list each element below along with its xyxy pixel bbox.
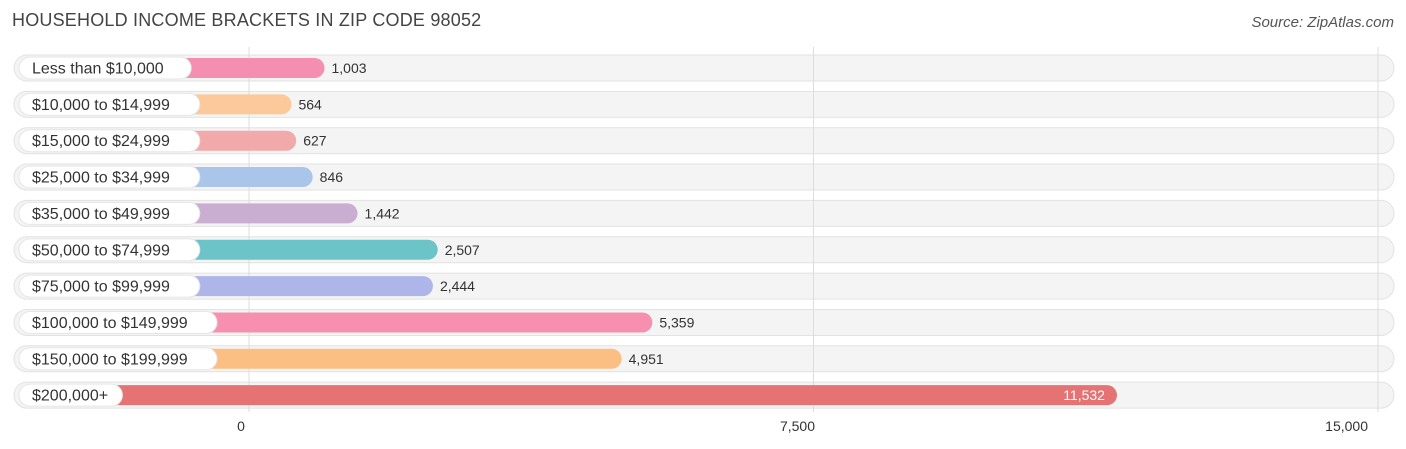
category-pill <box>18 238 201 262</box>
row-track <box>13 163 1395 191</box>
value-label: 627 <box>303 133 327 149</box>
chart-title: HOUSEHOLD INCOME BRACKETS IN ZIP CODE 98… <box>12 10 482 30</box>
category-pill <box>18 310 218 334</box>
category-pill <box>18 92 201 116</box>
category-label: $50,000 to $74,999 <box>32 242 170 259</box>
category-label: $15,000 to $24,999 <box>32 133 170 150</box>
category-label: $200,000+ <box>32 388 108 405</box>
category-label: $10,000 to $14,999 <box>32 97 170 114</box>
value-label: 4,951 <box>629 351 664 367</box>
bar <box>22 385 1117 406</box>
value-label: 1,003 <box>331 60 366 76</box>
category-label: $100,000 to $149,999 <box>32 315 188 332</box>
category-pill <box>18 165 201 189</box>
value-label: 1,442 <box>365 205 400 221</box>
category-pill <box>18 347 218 371</box>
category-pill <box>18 56 192 80</box>
row-track <box>13 54 1395 82</box>
category-pill <box>18 129 201 153</box>
category-label: $35,000 to $49,999 <box>32 206 170 223</box>
value-label: 564 <box>298 96 322 112</box>
value-label: 11,532 <box>1063 387 1105 403</box>
category-label: $25,000 to $34,999 <box>32 170 170 187</box>
row-track <box>13 90 1395 118</box>
category-label: $150,000 to $199,999 <box>32 351 188 368</box>
value-label: 2,507 <box>445 242 480 258</box>
x-tick-label: 7,500 <box>780 418 815 434</box>
category-label: Less than $10,000 <box>32 61 164 78</box>
row-track <box>13 199 1395 227</box>
row-track <box>13 127 1395 155</box>
x-tick-label: 0 <box>237 418 245 434</box>
value-label: 846 <box>320 169 344 185</box>
value-label: 2,444 <box>440 278 475 294</box>
category-pill <box>18 201 201 225</box>
value-label: 5,359 <box>659 314 694 330</box>
category-pill <box>18 383 123 407</box>
x-tick-label: 15,000 <box>1325 418 1368 434</box>
category-label: $75,000 to $99,999 <box>32 279 170 296</box>
chart-source: Source: ZipAtlas.com <box>1251 14 1394 31</box>
category-pill <box>18 274 201 298</box>
